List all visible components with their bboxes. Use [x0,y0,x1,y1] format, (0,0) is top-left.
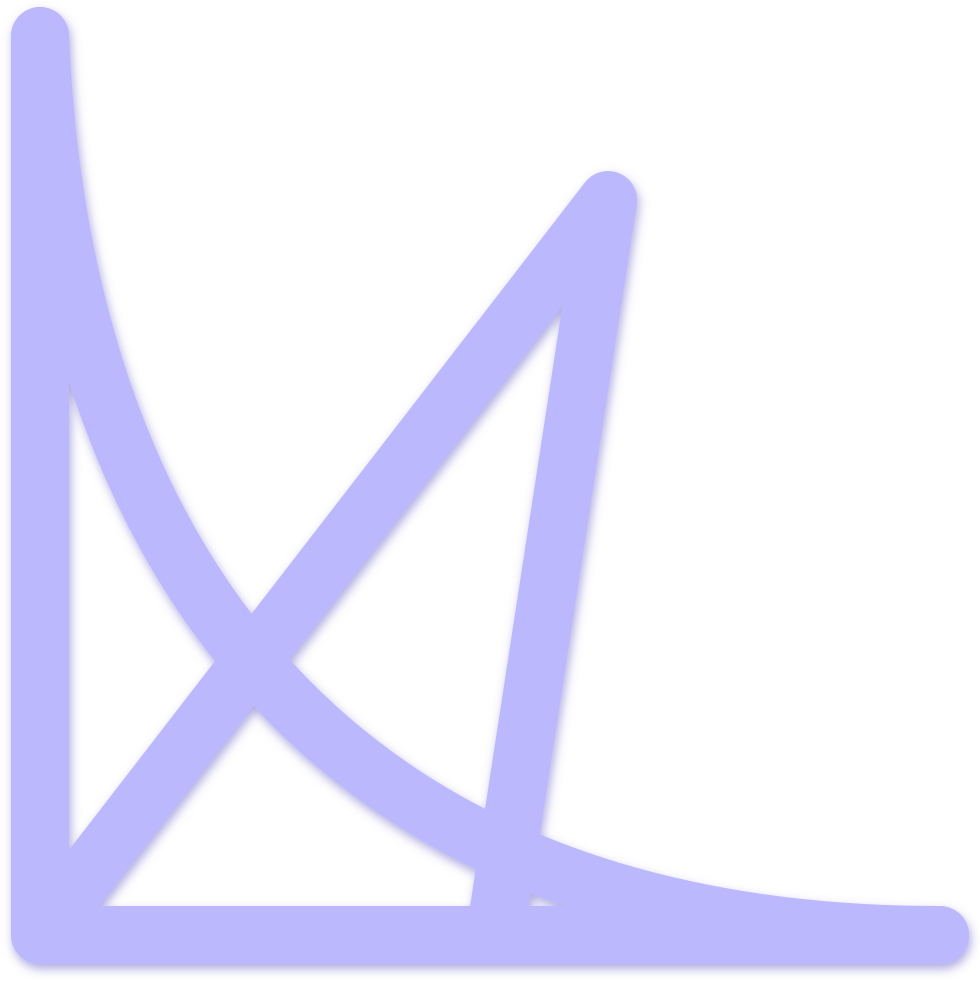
decay-curve-stroke [11,7,969,964]
triangle-stroke [11,171,637,964]
